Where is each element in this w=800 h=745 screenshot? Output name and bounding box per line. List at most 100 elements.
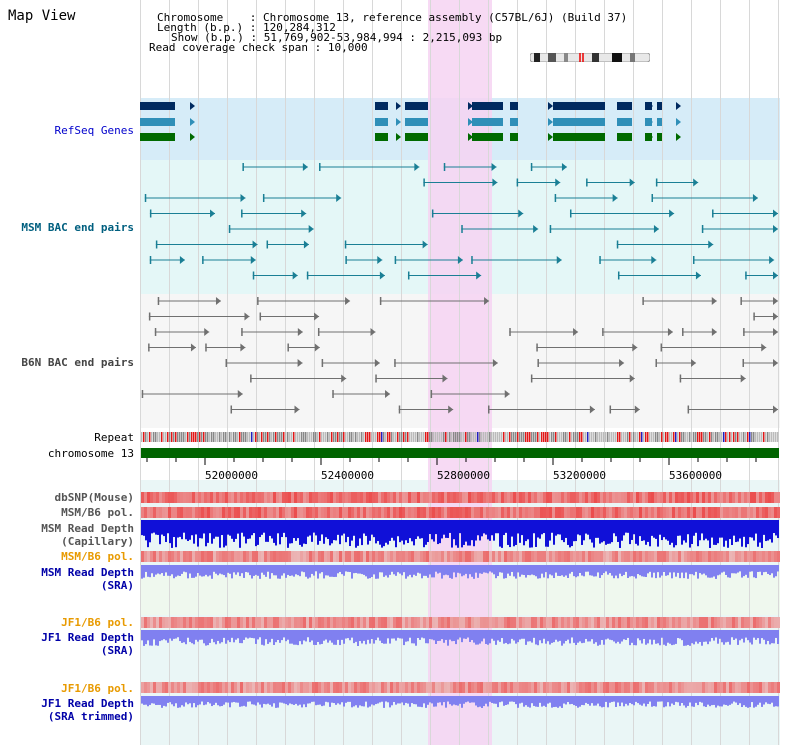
depth-bar	[771, 630, 773, 644]
depth-bar	[687, 630, 689, 645]
depth-bar	[599, 630, 601, 645]
depth-bar	[327, 630, 329, 643]
track-label-msm-depth-cap[interactable]: MSM Read Depth	[41, 522, 134, 535]
depth-bar	[227, 520, 229, 535]
depth-bar	[773, 630, 775, 644]
track-label-msm-b6-pol-1[interactable]: MSM/B6 pol.	[61, 506, 134, 519]
heat-cell	[384, 551, 387, 562]
track-label-dbsnp[interactable]: dbSNP(Mouse)	[54, 491, 134, 504]
heat-cell	[510, 507, 513, 518]
heat-cell	[501, 682, 504, 693]
depth-bar	[281, 565, 283, 576]
heat-cell	[480, 617, 483, 628]
b6n-bac-pair-end	[642, 297, 644, 305]
repeat-mark	[601, 432, 603, 442]
heat-cell	[216, 682, 219, 693]
heat-cell	[150, 492, 153, 503]
chromosome-ideogram-icon[interactable]	[530, 53, 650, 62]
heat-cell	[462, 682, 465, 693]
depth-bar	[737, 696, 739, 705]
repeat-mark	[581, 432, 583, 442]
heat-cell	[351, 617, 354, 628]
depth-bar	[437, 630, 439, 641]
heat-cell	[564, 682, 567, 693]
depth-bar	[279, 696, 281, 703]
depth-bar	[565, 630, 567, 642]
depth-bar	[563, 696, 565, 704]
depth-bar	[383, 696, 385, 708]
depth-bar	[335, 696, 337, 705]
heat-cell	[240, 551, 243, 562]
depth-bar	[181, 520, 183, 540]
heat-cell	[672, 492, 675, 503]
msm-bac-pair-arrow	[250, 256, 256, 264]
track-label-msm-bac[interactable]: MSM BAC end pairs	[21, 221, 134, 234]
heat-cell	[369, 492, 372, 503]
heat-cell	[579, 682, 582, 693]
depth-bar	[733, 696, 735, 702]
depth-bar	[261, 520, 263, 535]
repeat-mark	[279, 432, 281, 442]
repeat-mark	[273, 432, 275, 442]
depth-bar	[157, 630, 159, 646]
msm-bac-pair-end	[344, 240, 347, 249]
track-label-jf1-b6-pol-1[interactable]: JF1/B6 pol.	[61, 616, 134, 629]
depth-bar	[353, 565, 355, 574]
depth-bar	[693, 630, 695, 645]
heat-cell	[546, 507, 549, 518]
repeat-mark	[345, 432, 347, 442]
b6n-bac-pair-end	[379, 297, 382, 305]
track-label-msm-depth-sra[interactable]: MSM Read Depth	[41, 566, 134, 579]
heat-cell	[669, 492, 672, 503]
msm-bac-pair-end	[461, 225, 463, 233]
depth-bar	[195, 565, 197, 577]
b6n-bac-pair-arrow	[773, 328, 778, 336]
heat-cell	[165, 617, 168, 628]
heat-cell	[753, 682, 756, 693]
repeat-mark	[621, 432, 623, 442]
depth-bar	[473, 565, 475, 579]
depth-bar	[211, 520, 213, 544]
depth-bar	[495, 630, 497, 645]
heat-cell	[714, 682, 717, 693]
heat-cell	[309, 551, 312, 562]
heat-cell	[501, 617, 504, 628]
repeat-mark	[589, 432, 591, 442]
heat-cell	[738, 682, 741, 693]
track-label-refseq[interactable]: RefSeq Genes	[54, 124, 134, 137]
track-label-b6n-bac[interactable]: B6N BAC end pairs	[21, 356, 134, 369]
track-label-jf1-depth[interactable]: JF1 Read Depth	[41, 631, 134, 644]
heat-cell	[741, 507, 744, 518]
track-label-jf1-depth-trim[interactable]: JF1 Read Depth	[41, 697, 134, 710]
heat-cell	[237, 492, 240, 503]
depth-bar	[247, 696, 249, 702]
heat-cell	[525, 617, 528, 628]
heat-cell	[729, 551, 732, 562]
depth-bar	[255, 565, 257, 575]
heat-cell	[750, 551, 753, 562]
track-label-msm-b6-pol-2[interactable]: MSM/B6 pol.	[61, 550, 134, 563]
heat-cell	[498, 617, 501, 628]
repeat-mark	[357, 432, 359, 442]
msm-bac-pair-arrow	[773, 225, 778, 233]
b6n-bac-pair-end	[375, 374, 377, 383]
heat-cell	[303, 507, 306, 518]
depth-bar	[757, 696, 759, 705]
track-label-jf1-b6-pol-2[interactable]: JF1/B6 pol.	[61, 682, 134, 695]
track-label-repeat[interactable]: Repeat	[94, 431, 134, 444]
heat-cell	[381, 682, 384, 693]
depth-bar	[389, 696, 391, 708]
depth-bar	[543, 565, 545, 578]
heat-cell	[183, 617, 186, 628]
track-label-chromosome[interactable]: chromosome 13	[47, 447, 134, 460]
repeat-mark	[235, 432, 237, 442]
heat-cell	[411, 492, 414, 503]
depth-bar	[751, 696, 753, 703]
heat-cell	[720, 551, 723, 562]
heat-cell	[762, 551, 765, 562]
depth-bar	[249, 696, 251, 702]
heat-cell	[375, 551, 378, 562]
depth-bar	[381, 520, 383, 548]
heat-cell	[309, 507, 312, 518]
